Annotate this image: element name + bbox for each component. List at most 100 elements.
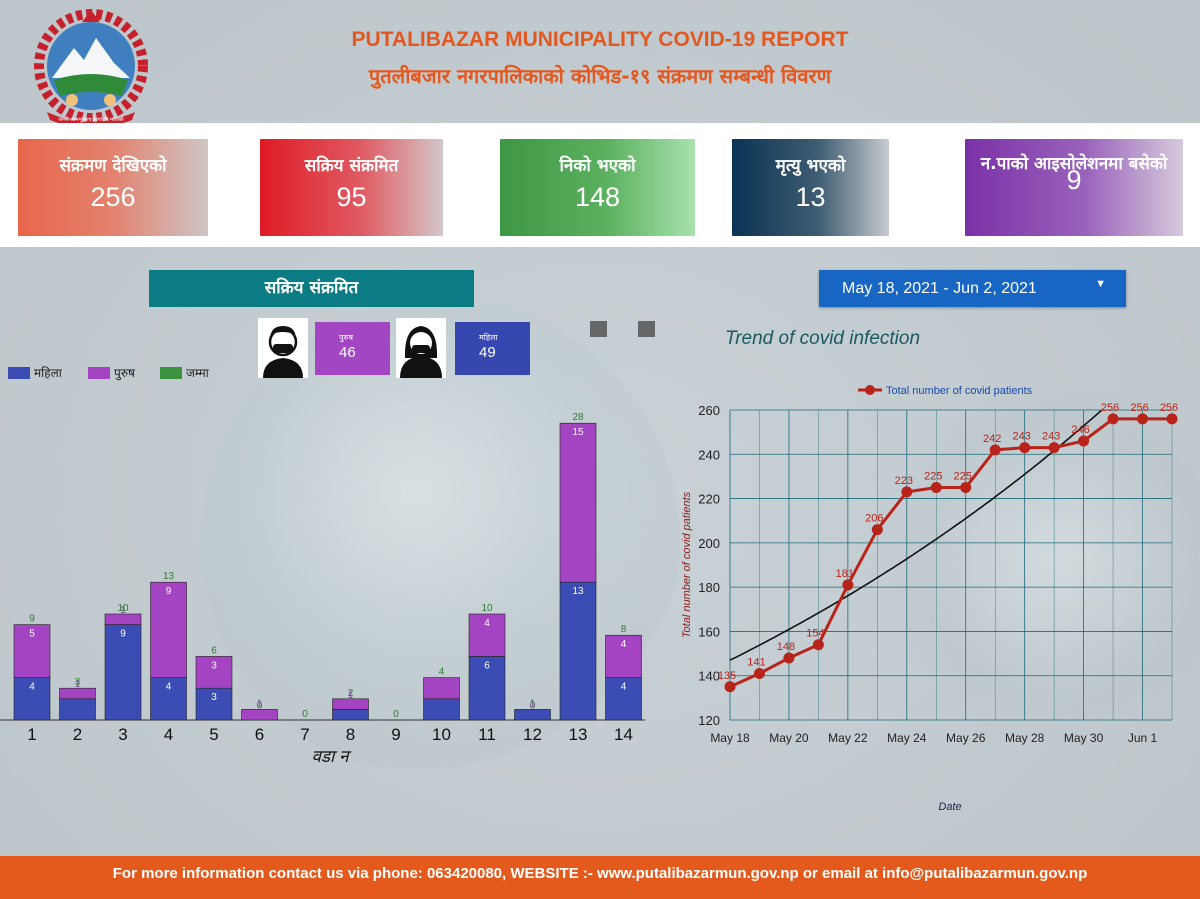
data-label: 148: [777, 641, 795, 653]
male-value: 46: [339, 344, 356, 361]
bar-female: [150, 677, 187, 721]
stat-card-active: सक्रिय संक्रमित 95: [260, 139, 443, 236]
page-subtitle: पुतलीबजार नगरपालिकाको कोभिड-१९ संक्रमण स…: [368, 64, 832, 88]
x-axis-title: वडा न: [311, 747, 352, 766]
legend-total: जम्मा: [160, 364, 209, 381]
stat-label: सक्रिय संक्रमित: [304, 156, 399, 176]
y-tick-label: 140: [698, 669, 720, 684]
bar-female: [332, 709, 369, 721]
x-tick-label: 10: [432, 725, 451, 744]
x-tick-label: 5: [209, 725, 218, 744]
bar-label-female: 6: [484, 660, 490, 671]
data-label: 243: [1012, 431, 1030, 443]
bar-label-male: 0: [530, 700, 536, 711]
legend-male: पुरुष: [88, 364, 135, 381]
bar-label-male: 1: [75, 679, 81, 690]
stat-card-isolation: न.पाको आइसोलेशनमा बसेको 9: [965, 139, 1183, 236]
male-label: पुरुष: [339, 333, 353, 342]
x-tick-label: Jun 1: [1128, 731, 1158, 745]
bar-label-male: 5: [29, 629, 35, 640]
data-point: [1166, 413, 1178, 425]
x-tick-label: 2: [73, 725, 82, 744]
bar-label-total: 0: [302, 709, 308, 720]
data-point: [989, 444, 1001, 456]
data-point: [871, 524, 883, 536]
stat-card-infected: संक्रमण देखिएको 256: [18, 139, 208, 236]
female-count-box: महिला 49: [455, 322, 530, 375]
data-point: [1078, 435, 1090, 447]
chevron-down-icon[interactable]: ▼: [1095, 278, 1106, 290]
x-tick-label: 13: [569, 725, 588, 744]
legend-label: Total number of covid patients: [886, 385, 1033, 397]
legend-swatch: [160, 367, 182, 379]
male-avatar-icon: [258, 318, 308, 378]
data-label: 256: [1160, 402, 1178, 414]
emblem-motto: जननी जन्मभूमिश्च स्वर्गादपि गरीयसी: [58, 116, 124, 123]
data-point: [901, 486, 913, 498]
footer-contact: For more information contact us via phon…: [0, 856, 1200, 899]
date-range-selector[interactable]: May 18, 2021 - Jun 2, 2021 ▼: [819, 270, 1126, 307]
stat-value: 13: [795, 182, 826, 212]
data-label: 243: [1042, 431, 1060, 443]
stat-value: 256: [90, 182, 136, 212]
toggle-square-2[interactable]: [638, 321, 655, 337]
x-tick-label: May 18: [710, 731, 750, 745]
bar-female: [59, 698, 96, 721]
y-tick-label: 160: [698, 624, 720, 639]
x-tick-label: May 28: [1005, 731, 1045, 745]
bar-male: [195, 656, 233, 689]
data-label: 256: [1130, 402, 1148, 414]
data-label: 256: [1101, 402, 1119, 414]
bar-female: [605, 677, 642, 721]
bar-label-total: 8: [621, 624, 627, 635]
bar-male: [104, 613, 142, 625]
bar-male: [332, 698, 369, 710]
bar-label-total: 10: [117, 603, 129, 614]
bar-label-female: 4: [29, 682, 35, 693]
x-tick-label: 8: [346, 725, 355, 744]
data-label: 154: [806, 628, 824, 640]
chart-title: Trend of covid infection: [725, 328, 920, 349]
x-tick-label: 14: [614, 725, 633, 744]
bar-label-total: 6: [211, 645, 217, 656]
bar-label-total: 10: [481, 603, 493, 614]
male-count-box: पुरुष 46: [315, 322, 390, 375]
bar-label-female: 13: [572, 586, 584, 597]
bar-label-male: 3: [211, 660, 217, 671]
bar-label-female: 9: [120, 629, 126, 640]
stat-value: 9: [1066, 165, 1082, 195]
data-label: 225: [924, 471, 942, 483]
female-label: महिला: [479, 333, 498, 342]
active-panel-title: सक्रिय संक्रमित: [149, 270, 474, 307]
x-tick-label: May 26: [946, 731, 986, 745]
x-tick-label: 1: [27, 725, 36, 744]
stat-value: 95: [336, 182, 367, 212]
trend-line-chart: Trend of covid infection Total number of …: [681, 328, 1178, 813]
stat-label: निको भएको: [559, 156, 636, 176]
bar-label-total: 9: [29, 614, 35, 625]
x-tick-label: May 30: [1064, 731, 1104, 745]
bar-label-male: 4: [621, 639, 627, 650]
bar-female: [514, 709, 551, 721]
stat-card-recovered: निको भएको 148: [500, 139, 695, 236]
bar-female: [559, 581, 597, 721]
y-tick-label: 180: [698, 580, 720, 595]
stat-label: न.पाको आइसोलेशनमा बसेको: [980, 154, 1168, 174]
bar-label-female: 4: [621, 682, 627, 693]
page-title: PUTALIBAZAR MUNICIPALITY COVID-19 REPORT: [351, 28, 849, 51]
series-line: [729, 417, 1172, 689]
bar-label-male: 4: [484, 618, 490, 629]
bar-female: [423, 698, 460, 721]
bar-male: [241, 709, 278, 721]
legend-marker: [865, 385, 875, 395]
data-point: [812, 639, 824, 651]
bar-label-male: 0: [257, 700, 263, 711]
bar-label-total: 0: [393, 709, 399, 720]
data-point: [783, 652, 795, 664]
bar-label-male: 9: [166, 586, 172, 597]
toggle-square-1[interactable]: [590, 321, 607, 337]
stat-label: संक्रमण देखिएको: [59, 156, 167, 176]
data-label: 223: [895, 475, 913, 487]
x-tick-label: 7: [300, 725, 309, 744]
bar-label-total: 28: [572, 412, 584, 423]
